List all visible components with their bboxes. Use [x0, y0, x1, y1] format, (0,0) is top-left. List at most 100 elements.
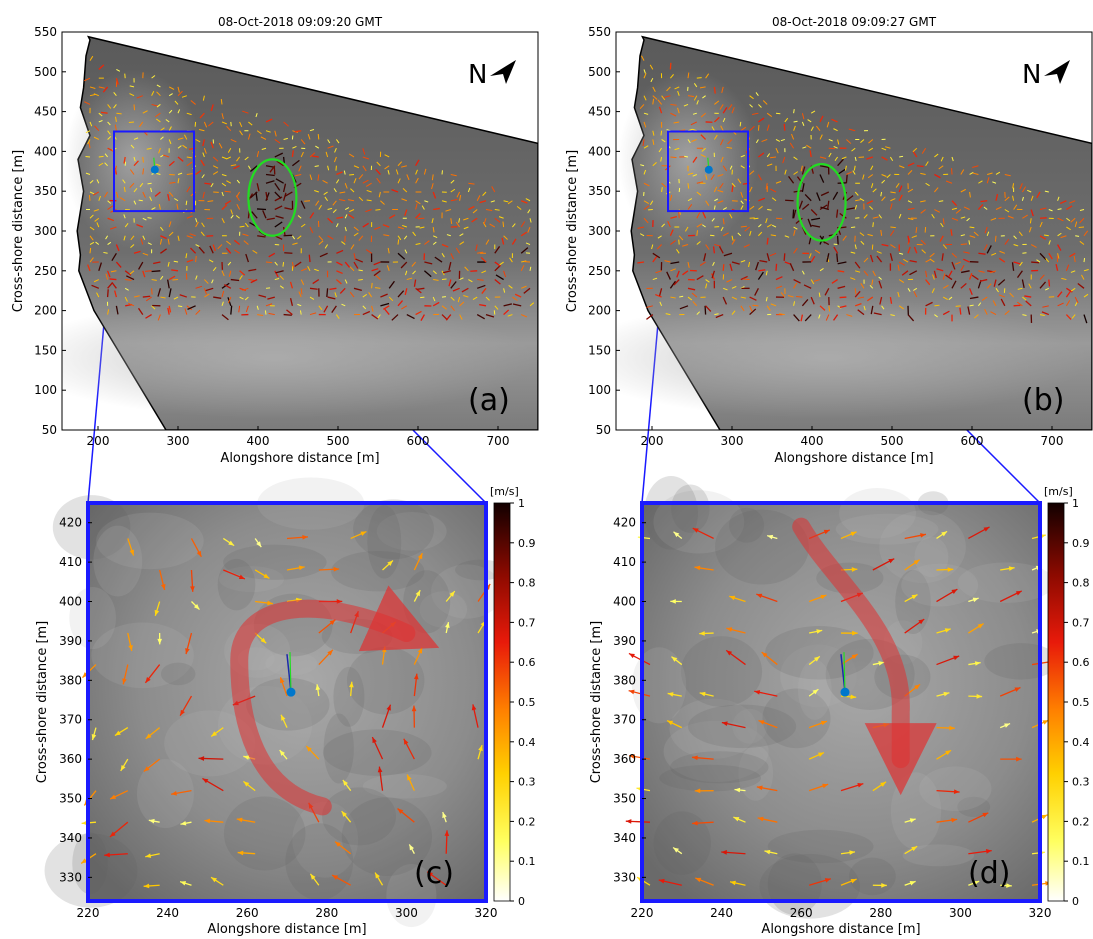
velocity-vector — [1022, 214, 1028, 219]
velocity-vector — [142, 295, 151, 298]
velocity-vector — [123, 156, 126, 164]
velocity-vector — [869, 284, 874, 289]
velocity-arrowhead — [947, 567, 954, 572]
image-texture — [292, 801, 359, 878]
zoom-frame — [640, 501, 1042, 903]
velocity-arrowhead — [81, 820, 88, 826]
velocity-vector — [987, 172, 993, 175]
image-texture — [331, 551, 425, 592]
velocity-vector — [1009, 292, 1014, 298]
velocity-vector — [670, 156, 677, 159]
velocity-vector — [960, 264, 965, 272]
velocity-vector — [177, 172, 183, 175]
velocity-vector — [167, 193, 170, 201]
velocity-vector — [1069, 200, 1076, 204]
velocity-vector — [819, 115, 824, 123]
velocity-arrowhead — [471, 704, 477, 711]
velocity-vector — [711, 270, 716, 279]
velocity-vector — [309, 226, 314, 234]
y-tick-label: 370 — [59, 713, 82, 727]
velocity-vector — [256, 150, 260, 158]
velocity-vector — [652, 95, 658, 100]
velocity-vector — [931, 288, 935, 294]
image-texture — [455, 559, 507, 581]
velocity-vector — [138, 199, 143, 202]
velocity-vector — [230, 214, 234, 219]
velocity-vector — [450, 188, 456, 193]
velocity-vector — [749, 296, 757, 301]
velocity-vector — [341, 241, 346, 245]
velocity-arrowhead — [1015, 590, 1022, 596]
velocity-vector — [265, 303, 273, 307]
velocity-vector — [846, 139, 852, 144]
velocity-arrowhead — [721, 850, 727, 855]
image-texture — [919, 766, 992, 812]
velocity-vector — [455, 221, 461, 228]
velocity-vector — [140, 238, 144, 245]
velocity-vector — [854, 288, 857, 295]
velocity-vector — [699, 261, 706, 266]
velocity-vector — [702, 211, 707, 219]
velocity-arrowhead — [628, 689, 635, 695]
velocity-vector — [335, 279, 342, 285]
velocity-vector — [501, 237, 505, 245]
velocity-vector — [267, 296, 275, 300]
velocity-vector — [984, 308, 988, 315]
velocity-vector — [911, 235, 917, 239]
velocity-vector — [664, 260, 671, 263]
velocity-vector — [315, 200, 320, 206]
velocity-vector — [898, 305, 904, 310]
velocity-vector — [404, 249, 408, 254]
velocity-vector — [406, 174, 410, 181]
velocity-vector — [477, 251, 484, 254]
velocity-vector — [350, 188, 355, 193]
velocity-vector — [931, 213, 935, 219]
velocity-vector — [932, 274, 935, 280]
y-tick-label: 360 — [59, 752, 82, 766]
velocity-vector — [383, 305, 390, 310]
y-tick-label: 550 — [34, 25, 57, 39]
velocity-vector — [793, 120, 798, 123]
velocity-vector — [766, 153, 771, 158]
velocity-vector — [819, 204, 828, 211]
velocity-vector — [986, 283, 992, 289]
velocity-vector — [968, 273, 973, 280]
velocity-vector — [94, 125, 100, 132]
velocity-vector — [1083, 257, 1086, 263]
y-tick-label: 380 — [613, 673, 636, 687]
velocity-vector — [283, 137, 288, 140]
velocity-vector — [740, 296, 746, 299]
velocity-vector — [951, 200, 958, 207]
colorbar-tick-label: 0.8 — [518, 577, 536, 590]
velocity-vector — [494, 305, 499, 310]
velocity-vector — [353, 253, 356, 260]
velocity-vector — [382, 224, 390, 228]
velocity-vector — [963, 258, 970, 263]
velocity-vector — [432, 301, 440, 307]
velocity-vector — [731, 185, 734, 193]
y-tick-label: 200 — [34, 304, 57, 318]
velocity-vector — [98, 112, 103, 117]
image-texture — [333, 666, 365, 727]
velocity-arrowhead — [334, 841, 341, 847]
velocity-vector — [458, 218, 461, 223]
velocity-vector — [142, 191, 146, 198]
velocity-vector — [249, 165, 258, 173]
velocity-vector — [98, 120, 103, 123]
velocity-vector — [468, 182, 475, 185]
velocity-vector — [371, 314, 379, 320]
velocity-vector — [107, 200, 112, 204]
velocity-vector — [186, 215, 193, 219]
velocity-vector — [929, 258, 935, 263]
velocity-vector — [397, 252, 406, 260]
velocity-vector — [406, 277, 413, 281]
velocity-vector — [362, 165, 367, 172]
x-tick-label: 700 — [487, 434, 510, 448]
velocity-vector — [955, 305, 961, 307]
velocity-vector — [114, 124, 117, 131]
velocity-vector — [1055, 263, 1059, 271]
velocity-arrowhead — [279, 750, 285, 756]
velocity-vector — [251, 211, 258, 219]
velocity-vector — [722, 264, 725, 271]
velocity-vector — [826, 253, 830, 262]
